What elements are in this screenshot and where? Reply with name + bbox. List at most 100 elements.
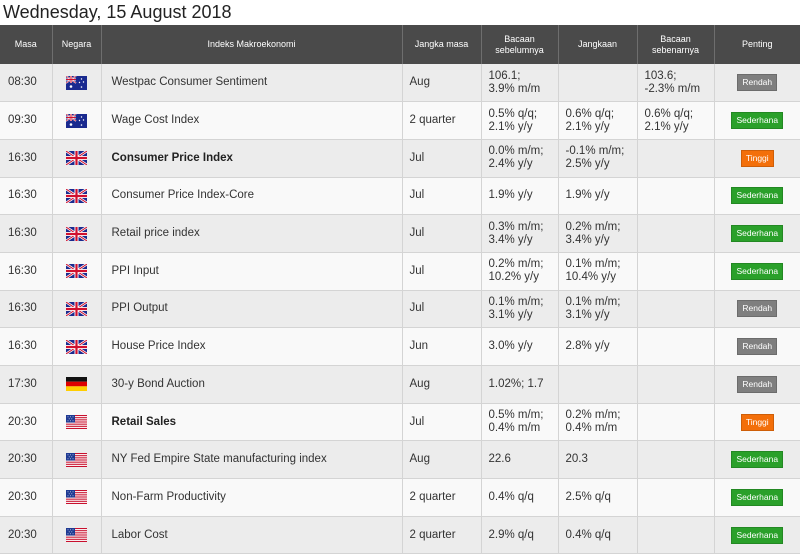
country-cell [52, 478, 102, 517]
forecast-value: 0.1% m/m; 3.1% y/y [558, 290, 638, 329]
period-value: Jun [402, 327, 482, 366]
importance-badge: Sederhana [731, 187, 784, 205]
event-time: 16:30 [0, 290, 53, 329]
forecast-value: 1.9% y/y [558, 177, 638, 216]
event-time: 20:30 [0, 478, 53, 517]
event-time: 08:30 [0, 64, 53, 103]
period-value: Jul [402, 177, 482, 216]
period-value: 2 quarter [402, 516, 482, 554]
indicator-name[interactable]: Wage Cost Index [101, 101, 403, 140]
actual-value [637, 290, 715, 329]
previous-value: 22.6 [481, 440, 559, 480]
indicator-name[interactable]: Westpac Consumer Sentiment [101, 64, 403, 103]
indicator-name[interactable]: 30-y Bond Auction [101, 365, 403, 404]
importance-cell: Rendah [714, 327, 800, 366]
indicator-name[interactable]: NY Fed Empire State manufacturing index [101, 440, 403, 480]
table-row[interactable]: 16:30 PPI Input Jul 0.2% m/m; 10.2% y/y 0.1%… [0, 252, 800, 291]
actual-value [637, 327, 715, 366]
indicator-name[interactable]: Non-Farm Productivity [101, 478, 403, 517]
table-row[interactable]: 20:30 Labor Cost 2 quarter 2.9% q/q 0.4% q/q… [0, 516, 800, 554]
table-row[interactable]: 16:30 House Price Index Jun 3.0% y/y 2.8% y/… [0, 327, 800, 366]
page-date-title: Wednesday, 15 August 2018 [3, 2, 232, 22]
event-time: 16:30 [0, 252, 53, 291]
importance-cell: Sederhana [714, 516, 800, 554]
event-time: 20:30 [0, 440, 53, 480]
usa-flag-icon [66, 452, 87, 467]
previous-value: 0.1% m/m; 3.1% y/y [481, 290, 559, 329]
forecast-value: 2.5% q/q [558, 478, 638, 517]
actual-value: 103.6; -2.3% m/m [637, 64, 715, 103]
actual-value [637, 440, 715, 480]
importance-badge: Sederhana [731, 112, 784, 130]
col-header-importance[interactable]: Penting [741, 39, 773, 49]
importance-badge: Rendah [737, 300, 778, 318]
forecast-value: 0.6% q/q; 2.1% y/y [558, 101, 638, 140]
australia-flag-icon [66, 113, 87, 128]
forecast-value: 0.2% m/m; 0.4% m/m [558, 403, 638, 442]
table-row[interactable]: 17:30 30-y Bond Auction Aug 1.02%; 1.7 Renda… [0, 365, 800, 404]
col-header-time[interactable]: Masa [0, 25, 53, 64]
indicator-name[interactable]: PPI Output [101, 290, 403, 329]
indicator-name[interactable]: Consumer Price Index [101, 139, 403, 178]
importance-cell: Tinggi [714, 139, 800, 178]
importance-badge: Tinggi [740, 149, 774, 167]
country-cell [52, 365, 102, 404]
actual-value [637, 214, 715, 253]
table-row[interactable]: 20:30 NY Fed Empire State manufacturing i… [0, 440, 800, 480]
uk-flag-icon [66, 151, 87, 166]
importance-badge: Rendah [737, 338, 778, 356]
period-value: Jul [402, 252, 482, 291]
country-cell [52, 327, 102, 366]
indicator-name[interactable]: Labor Cost [101, 516, 403, 554]
country-cell [52, 139, 102, 178]
actual-value [637, 478, 715, 517]
indicator-name[interactable]: Retail price index [101, 214, 403, 253]
country-cell [52, 516, 102, 554]
actual-value [637, 365, 715, 404]
importance-badge: Sederhana [731, 225, 784, 243]
actual-value [637, 403, 715, 442]
uk-flag-icon [66, 339, 87, 354]
country-cell [52, 64, 102, 103]
indicator-name[interactable]: PPI Input [101, 252, 403, 291]
col-header-previous[interactable]: Bacaan sebelumnya [481, 25, 559, 64]
uk-flag-icon [66, 226, 87, 241]
period-value: 2 quarter [402, 101, 482, 140]
period-value: Jul [402, 290, 482, 329]
col-header-country[interactable]: Negara [52, 25, 102, 64]
previous-value: 0.5% m/m; 0.4% m/m [481, 403, 559, 442]
table-row[interactable]: 20:30 Retail Sales Jul 0.5% m/m; 0.4% m/m 0.… [0, 403, 800, 442]
table-row[interactable]: 20:30 Non-Farm Productivity 2 quarter 0.4% … [0, 478, 800, 517]
indicator-name[interactable]: House Price Index [101, 327, 403, 366]
forecast-value [558, 64, 638, 103]
col-header-indicator[interactable]: Indeks Makroekonomi [101, 25, 403, 64]
table-row[interactable]: 16:30 Retail price index Jul 0.3% m/m; 3.4%… [0, 214, 800, 253]
importance-badge: Sederhana [731, 488, 784, 506]
previous-value: 0.2% m/m; 10.2% y/y [481, 252, 559, 291]
forecast-value: 2.8% y/y [558, 327, 638, 366]
indicator-name[interactable]: Retail Sales [101, 403, 403, 442]
col-header-actual[interactable]: Bacaan sebenarnya [637, 25, 715, 64]
country-cell [52, 101, 102, 140]
col-header-period[interactable]: Jangka masa [402, 25, 482, 64]
importance-cell: Rendah [714, 365, 800, 404]
table-row[interactable]: 16:30 Consumer Price Index Jul 0.0% m/m; 2.… [0, 139, 800, 178]
importance-cell: Sederhana [714, 177, 800, 216]
table-row[interactable]: 16:30 Consumer Price Index-Core Jul 1.9% y/… [0, 177, 800, 216]
col-header-forecast[interactable]: Jangkaan [558, 25, 638, 64]
table-row[interactable]: 09:30 Wage Cost Index 2 quarter 0.5% q/q; 2… [0, 101, 800, 140]
importance-cell: Rendah [714, 290, 800, 329]
forecast-value: 0.2% m/m; 3.4% y/y [558, 214, 638, 253]
forecast-value: -0.1% m/m; 2.5% y/y [558, 139, 638, 178]
importance-badge: Sederhana [731, 526, 784, 544]
event-time: 17:30 [0, 365, 53, 404]
period-value: Aug [402, 440, 482, 480]
table-row[interactable]: 16:30 PPI Output Jul 0.1% m/m; 3.1% y/y 0.1%… [0, 290, 800, 329]
table-row[interactable]: 08:30 Westpac Consumer Sentiment Aug 106.1;… [0, 64, 800, 103]
actual-value [637, 252, 715, 291]
uk-flag-icon [66, 264, 87, 279]
actual-value: 0.6% q/q; 2.1% y/y [637, 101, 715, 140]
event-time: 16:30 [0, 177, 53, 216]
previous-value: 106.1; 3.9% m/m [481, 64, 559, 103]
indicator-name[interactable]: Consumer Price Index-Core [101, 177, 403, 216]
